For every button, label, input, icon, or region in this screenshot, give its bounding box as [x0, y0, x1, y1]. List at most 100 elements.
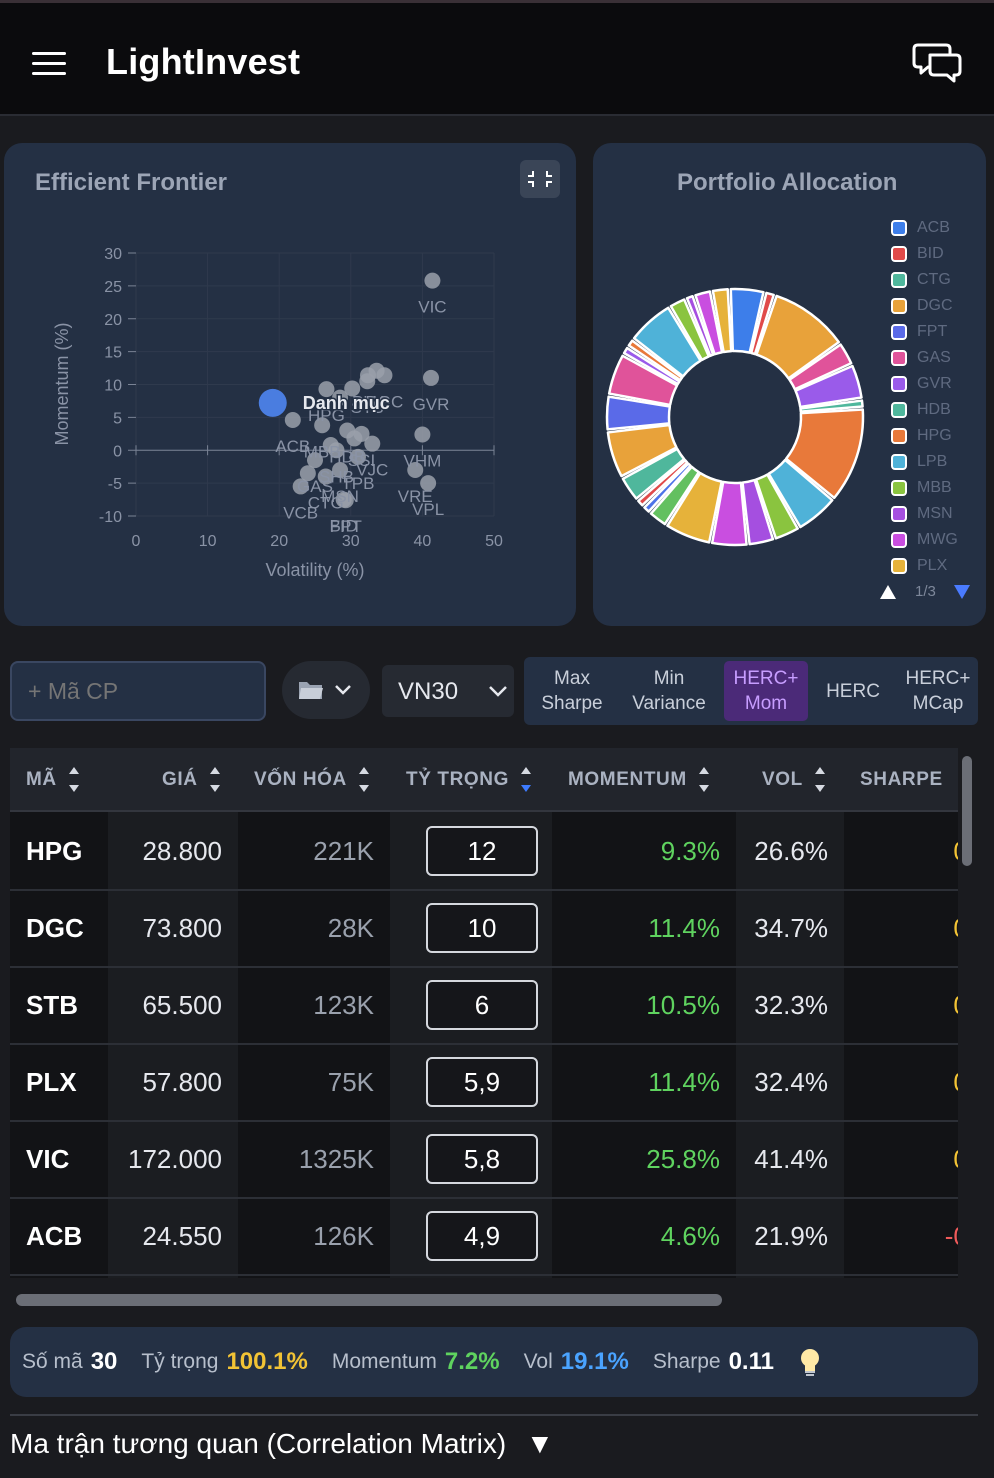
index-select[interactable]: VN30 [382, 665, 514, 717]
allocation-slice[interactable] [799, 399, 864, 413]
legend-item[interactable]: CTG [891, 267, 971, 293]
stock-point[interactable] [364, 435, 381, 452]
allocation-slice[interactable] [632, 306, 702, 378]
header-code[interactable]: MÃ [26, 748, 81, 812]
stock-point[interactable] [337, 492, 354, 509]
stock-point[interactable] [344, 380, 361, 397]
allocation-slice[interactable] [685, 294, 715, 358]
tab-herc-mom[interactable]: HERC+ Mom [724, 661, 808, 721]
stock-point[interactable] [332, 461, 349, 478]
stock-point[interactable] [318, 381, 335, 398]
allocation-slice[interactable] [755, 294, 841, 380]
weight-input[interactable]: 12 [426, 826, 538, 876]
header-weight[interactable]: TỶ TRỌNG [406, 748, 533, 812]
y-tick-label: 25 [104, 279, 122, 296]
tab-max-sharpe[interactable]: Max Sharpe [528, 661, 616, 721]
legend-item[interactable]: MSN [891, 501, 971, 527]
legend-item[interactable]: DGC [891, 293, 971, 319]
allocation-slice[interactable] [749, 291, 775, 356]
allocation-slice[interactable] [794, 364, 863, 409]
table-row[interactable]: VIC 172.000 1325K 25.8% 41.4% 0.50 5,8 [10, 1122, 958, 1199]
legend-item[interactable]: MBB [891, 475, 971, 501]
ticker-input[interactable] [10, 661, 266, 721]
allocation-slice[interactable] [729, 287, 765, 354]
allocation-slice[interactable] [741, 478, 775, 546]
correlation-matrix-toggle[interactable]: Ma trận tương quan (Correlation Matrix) … [10, 1428, 554, 1460]
lightbulb-icon[interactable] [798, 1347, 822, 1377]
allocation-slice[interactable] [621, 447, 686, 500]
stock-point[interactable] [424, 272, 441, 289]
allocation-slice[interactable] [622, 346, 681, 386]
stock-point[interactable] [307, 452, 323, 469]
allocation-slice[interactable] [606, 423, 678, 478]
weight-input[interactable]: 10 [426, 903, 538, 953]
legend-item[interactable]: ACB [891, 215, 971, 241]
portfolio-point[interactable] [258, 388, 287, 417]
stock-point[interactable] [346, 430, 363, 447]
weight-input[interactable]: 4,9 [426, 1211, 538, 1261]
allocation-slice[interactable] [788, 343, 853, 391]
legend-item[interactable]: LPB [891, 449, 971, 475]
header-market-cap[interactable]: VỐN HÓA [254, 748, 371, 812]
stock-point[interactable] [284, 412, 301, 429]
allocation-slice[interactable] [784, 408, 865, 500]
allocation-slice[interactable] [605, 395, 672, 431]
table-row[interactable]: ACB 24.550 126K 4.6% 21.9% -0.02 4,9 [10, 1199, 958, 1276]
table-row[interactable]: PLX 57.800 75K 11.4% 32.4% 0.20 5,9 [10, 1045, 958, 1122]
legend-item[interactable]: BID [891, 241, 971, 267]
stock-point[interactable] [414, 426, 431, 443]
stock-point[interactable] [299, 465, 316, 482]
allocation-slice[interactable] [627, 339, 684, 382]
legend-item[interactable]: FPT [891, 319, 971, 345]
allocation-slice[interactable] [669, 298, 711, 362]
stock-point[interactable] [322, 436, 339, 453]
stock-point[interactable] [349, 448, 366, 465]
chat-bubbles-icon[interactable] [912, 39, 964, 87]
table-row[interactable]: HPG 28.800 221K 9.3% 26.6% 0.10 12 [10, 814, 958, 891]
header-price[interactable]: GIÁ [162, 748, 222, 812]
stock-point[interactable] [332, 389, 349, 406]
pager-up-icon[interactable] [879, 584, 897, 600]
legend-item[interactable]: PLX [891, 553, 971, 579]
vertical-scrollbar[interactable] [962, 756, 972, 866]
tab-min-variance[interactable]: Min Variance [622, 661, 716, 721]
table-row[interactable]: DGC 73.800 28K 11.4% 34.7% 0.18 10 [10, 891, 958, 968]
legend-item[interactable]: GAS [891, 345, 971, 371]
header-momentum[interactable]: MOMENTUM [568, 748, 711, 812]
tab-herc[interactable]: HERC [814, 661, 892, 721]
table-row[interactable]: STB 65.500 123K 10.5% 32.3% 0.17 6 [10, 968, 958, 1045]
stock-point[interactable] [317, 468, 334, 485]
legend-item[interactable]: HDB [891, 397, 971, 423]
allocation-slice[interactable] [637, 459, 689, 507]
allocation-slice[interactable] [607, 354, 679, 407]
legend-item[interactable]: GVR [891, 371, 971, 397]
tab-herc-mcap[interactable]: HERC+ MCap [898, 661, 978, 721]
allocation-slice[interactable] [710, 480, 748, 547]
horizontal-scrollbar[interactable] [16, 1294, 722, 1306]
stock-point[interactable] [368, 362, 385, 379]
app-title: LightInvest [106, 41, 301, 82]
allocation-slice[interactable] [649, 465, 701, 526]
header-vol[interactable]: VOL [762, 748, 827, 812]
expand-chart-button[interactable] [520, 160, 560, 198]
allocation-slice[interactable] [767, 458, 834, 529]
allocation-slice[interactable] [643, 462, 692, 513]
allocation-slice[interactable] [666, 471, 723, 544]
stock-point[interactable] [420, 475, 437, 492]
allocation-slice[interactable] [754, 473, 799, 540]
pager-down-icon[interactable] [953, 584, 971, 600]
folder-dropdown-button[interactable] [282, 661, 370, 719]
allocation-slice[interactable] [694, 290, 724, 356]
header-sharpe[interactable]: SHARPE [860, 748, 943, 812]
hamburger-icon[interactable] [30, 49, 70, 79]
legend-item[interactable]: HPG [891, 423, 971, 449]
weight-input[interactable]: 6 [426, 980, 538, 1030]
legend-item[interactable]: MWG [891, 527, 971, 553]
stock-point[interactable] [422, 369, 439, 386]
allocation-slice[interactable] [711, 287, 733, 354]
weight-input[interactable]: 5,9 [426, 1057, 538, 1107]
weight-input[interactable]: 5,8 [426, 1134, 538, 1184]
stock-point[interactable] [314, 417, 331, 434]
stock-point[interactable] [407, 461, 424, 478]
stock-point[interactable] [292, 478, 309, 495]
